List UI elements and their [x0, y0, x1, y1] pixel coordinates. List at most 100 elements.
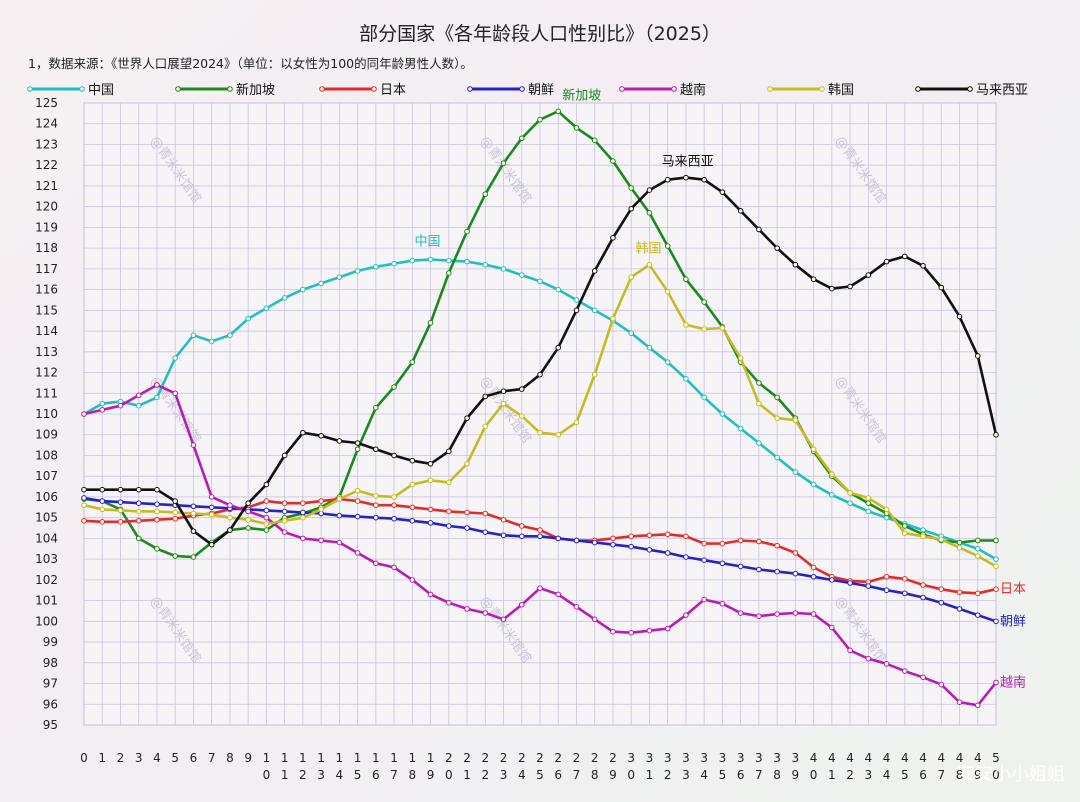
- data-point: [555, 591, 562, 598]
- data-point: [154, 486, 160, 493]
- data-point: [518, 523, 525, 529]
- data-point: [245, 315, 251, 322]
- chart-title: 部分国家《各年龄段人口性别比》（2025）: [359, 23, 721, 45]
- y-tick-label: 118: [35, 241, 58, 255]
- data-point: [482, 393, 489, 400]
- data-point: [190, 510, 197, 517]
- series-annotation: 韩国: [635, 242, 661, 257]
- data-point: [938, 681, 945, 688]
- data-point: [646, 344, 653, 351]
- data-point: [500, 400, 507, 407]
- data-point: [628, 629, 635, 636]
- data-point: [719, 189, 726, 195]
- y-tick-label: 116: [35, 283, 58, 297]
- data-point: [646, 532, 653, 539]
- y-tick-label: 121: [35, 179, 58, 193]
- data-point: [610, 628, 616, 635]
- data-point: [373, 502, 379, 509]
- data-point: [974, 545, 981, 552]
- data-point: [227, 514, 233, 521]
- data-point: [883, 258, 890, 265]
- data-point: [81, 486, 87, 493]
- x-tick-label: 0: [80, 751, 88, 765]
- data-point: [409, 504, 416, 511]
- data-point: [974, 702, 981, 709]
- data-point: [810, 481, 817, 488]
- data-point: [737, 563, 744, 570]
- data-point: [500, 160, 507, 166]
- data-point: [865, 583, 872, 589]
- legend-marker: [915, 86, 921, 92]
- y-tick-label: 111: [35, 386, 58, 400]
- data-point: [610, 158, 616, 164]
- data-point: [810, 276, 817, 283]
- data-point: [263, 305, 270, 312]
- legend-marker: [619, 86, 625, 92]
- data-point: [847, 580, 853, 586]
- y-tick-label: 124: [35, 117, 58, 131]
- data-point: [81, 411, 87, 417]
- data-point: [974, 553, 981, 559]
- x-tick-label: 1: [98, 751, 106, 765]
- legend-marker: [519, 86, 525, 92]
- data-point: [537, 371, 543, 378]
- data-point: [135, 500, 142, 506]
- legend-marker: [319, 86, 325, 92]
- data-point: [756, 440, 762, 446]
- data-point: [865, 495, 872, 501]
- x-tick-label: 2: [117, 751, 125, 765]
- data-point: [99, 498, 106, 504]
- data-point: [300, 535, 306, 542]
- data-point: [938, 536, 945, 543]
- data-point: [117, 499, 124, 505]
- data-point: [555, 535, 562, 542]
- y-tick-label: 120: [35, 200, 58, 214]
- data-point: [464, 509, 470, 516]
- data-point: [628, 330, 635, 336]
- data-point: [573, 125, 580, 131]
- data-point: [537, 527, 543, 533]
- chart-subtitle: 1，数据来源：《世界人口展望2024》（单位：以女性为100的同年龄男性人数）。: [28, 56, 473, 71]
- data-point: [737, 355, 744, 361]
- data-point: [482, 261, 489, 268]
- data-point: [610, 234, 616, 241]
- data-point: [537, 278, 543, 285]
- data-point: [117, 519, 124, 525]
- y-tick-label: 114: [35, 324, 58, 338]
- y-tick-label: 109: [35, 428, 58, 442]
- data-point: [409, 359, 416, 365]
- data-point: [135, 392, 142, 399]
- y-tick-label: 108: [35, 448, 58, 462]
- data-point: [573, 419, 580, 426]
- data-point: [318, 280, 324, 287]
- legend-label: 新加坡: [236, 82, 275, 98]
- data-point: [701, 176, 707, 183]
- data-point: [409, 577, 416, 583]
- data-point: [208, 504, 215, 511]
- data-point: [464, 228, 470, 235]
- y-tick-label: 123: [35, 137, 58, 151]
- data-point: [81, 517, 87, 524]
- x-tick-label: 8: [226, 751, 234, 765]
- data-point: [300, 500, 306, 506]
- data-point: [719, 325, 726, 331]
- data-point: [300, 429, 306, 436]
- data-point: [701, 557, 707, 563]
- y-tick-label: 103: [35, 552, 58, 566]
- data-point: [938, 586, 945, 592]
- data-point: [135, 517, 142, 524]
- data-point: [81, 495, 87, 501]
